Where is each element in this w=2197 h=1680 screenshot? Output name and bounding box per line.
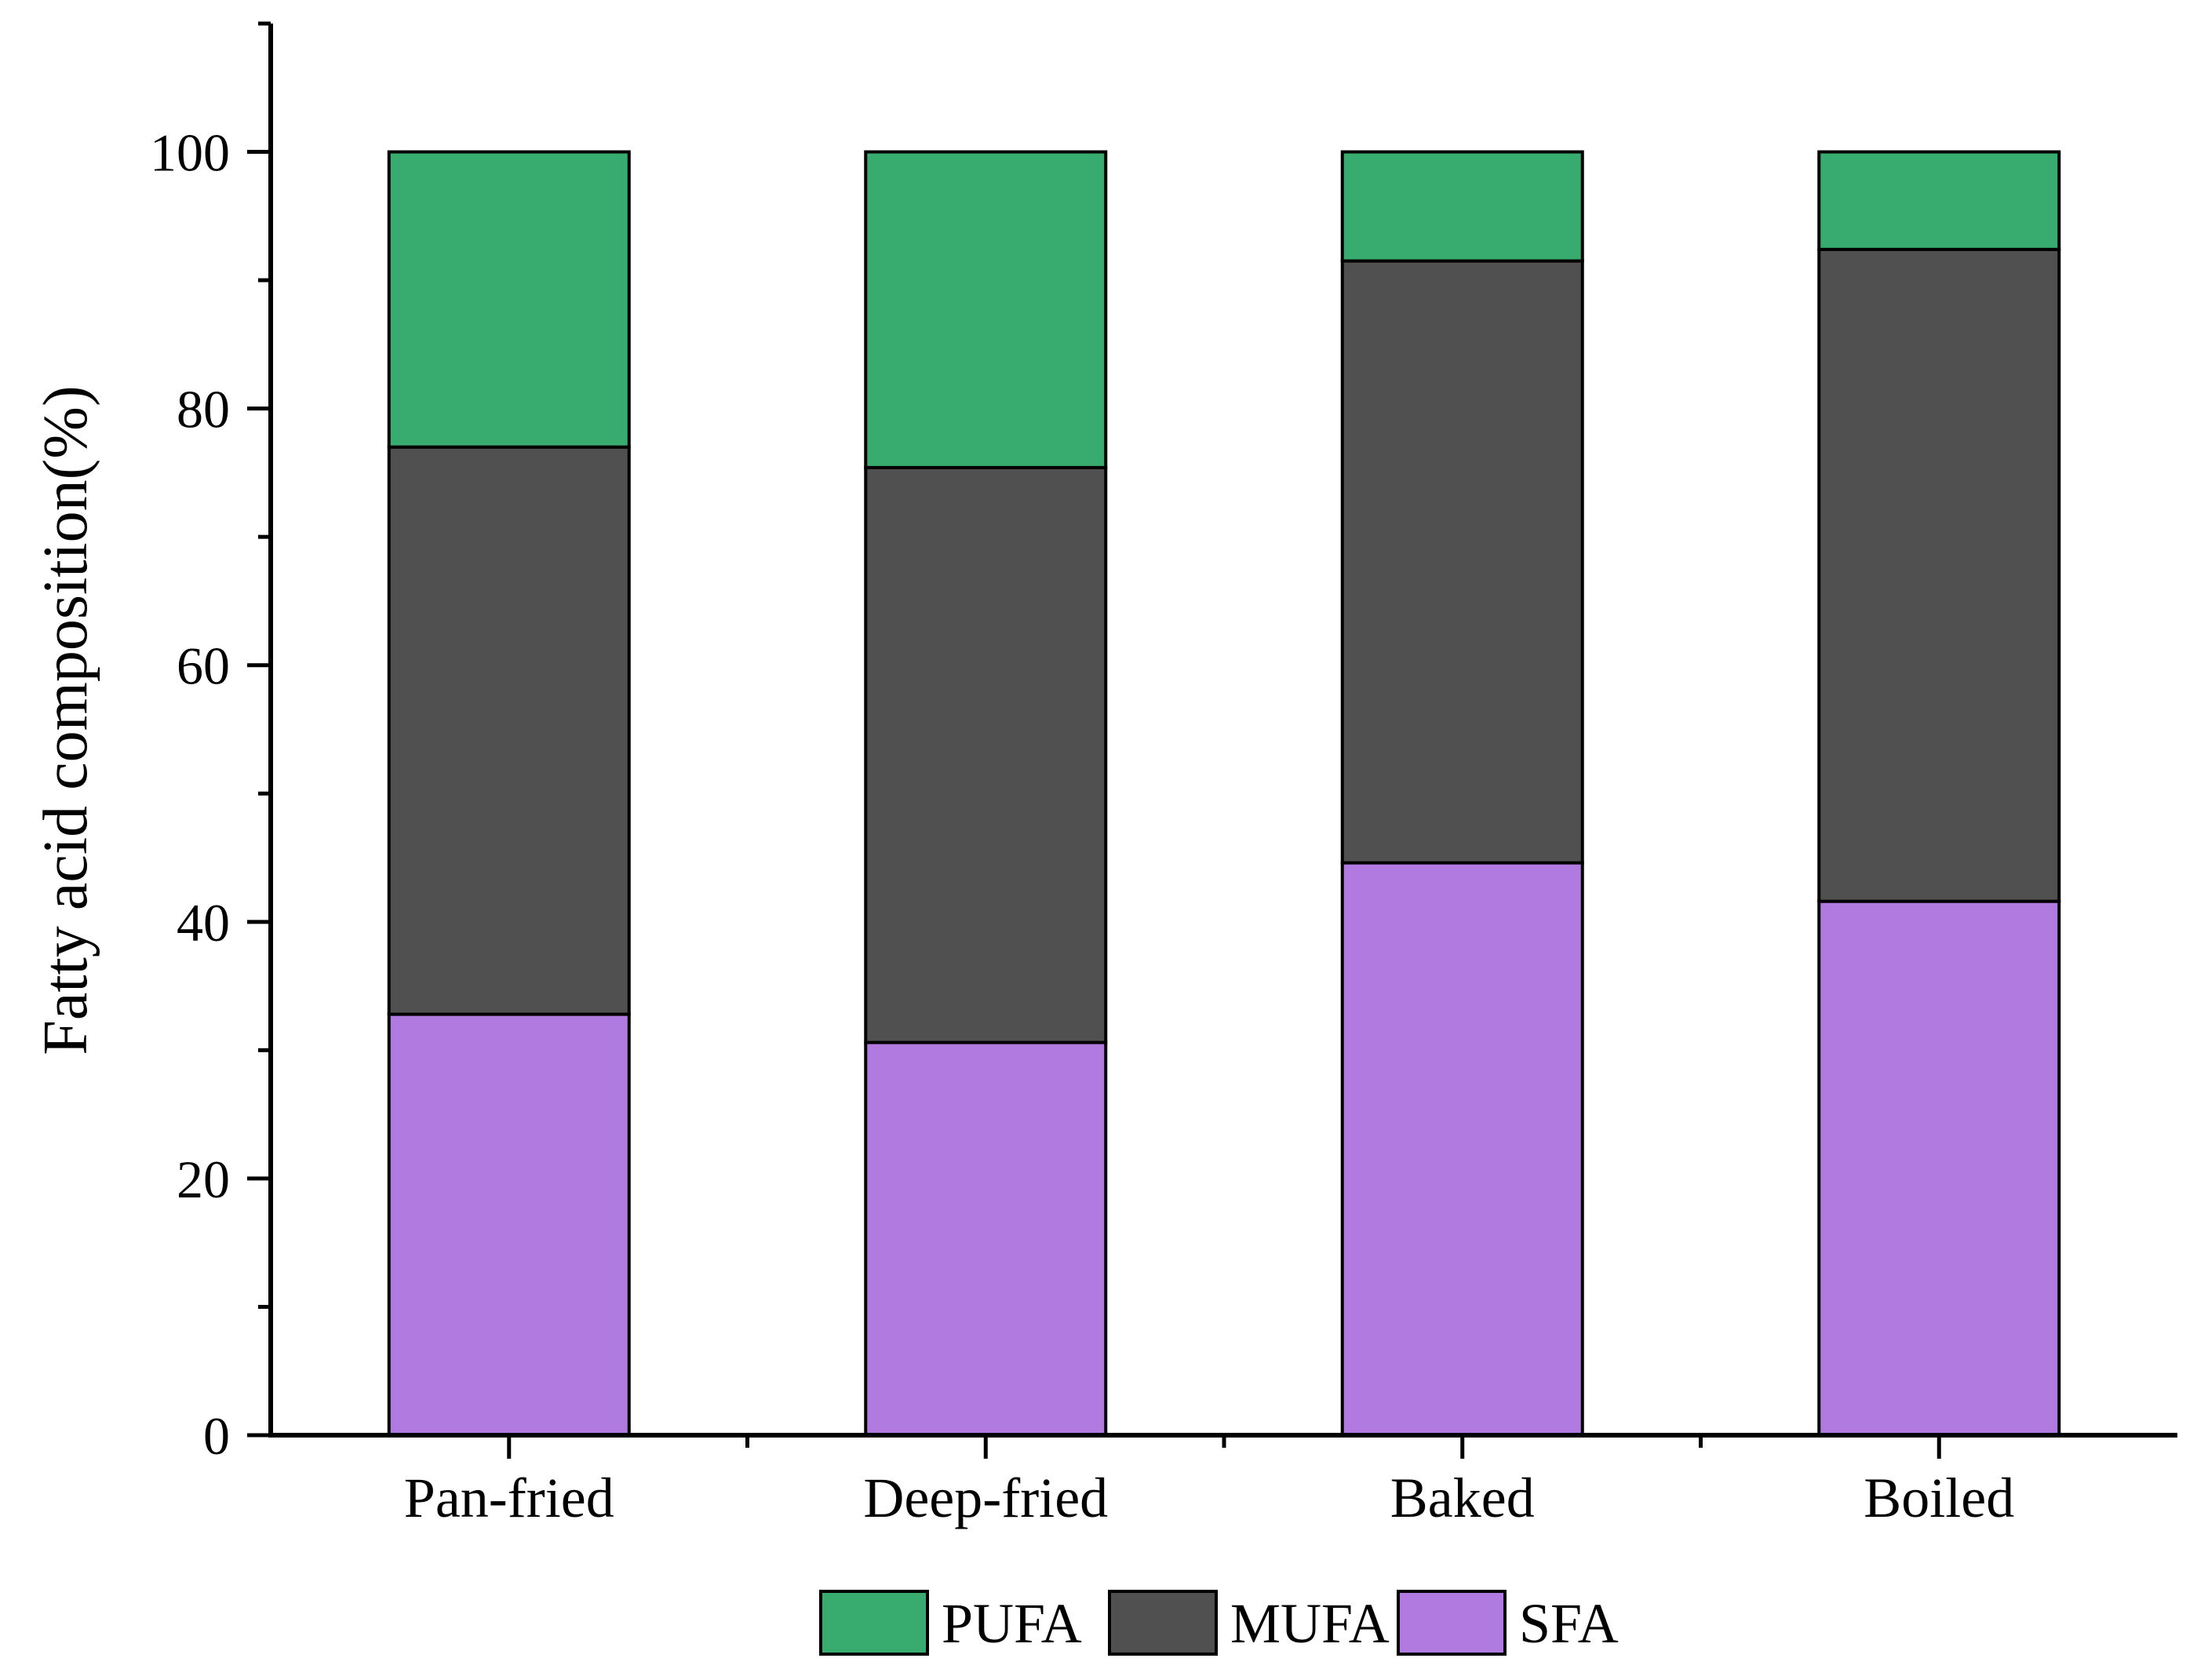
y-tick-label-100: 100 (150, 123, 230, 183)
ticks-layer (247, 21, 1941, 1459)
bar-baked-mufa (1340, 259, 1584, 865)
y-tick-label-60: 60 (177, 636, 230, 696)
y-tick-label-20: 20 (177, 1150, 230, 1209)
bar-boiled-pufa (1817, 150, 2061, 251)
bar-deep-fried-sfa (864, 1040, 1108, 1437)
legend-label-mufa: MUFA (1230, 1592, 1390, 1655)
bar-boiled-mufa (1817, 247, 2061, 903)
legend-swatch-sfa (1397, 1590, 1507, 1656)
bar-pan-fried-pufa (387, 150, 631, 449)
bar-baked-sfa (1340, 861, 1584, 1437)
bar-boiled-sfa (1817, 899, 2061, 1437)
x-tick-label-deep-fried: Deep-fried (863, 1467, 1108, 1529)
y-tick-label-40: 40 (177, 893, 230, 953)
x-tick-label-baked: Baked (1390, 1467, 1535, 1529)
labels-layer: Pan-fried Deep-fried Baked Boiled 0 20 40 60 80 1… (150, 123, 2014, 1529)
bar-pan-fried-sfa (387, 1012, 631, 1437)
legend-item-mufa: MUFA (1108, 1590, 1390, 1656)
bar-pan-fried-mufa (387, 445, 631, 1016)
x-tick-label-pan-fried: Pan-fried (404, 1467, 614, 1529)
bar-deep-fried-pufa (864, 150, 1108, 469)
y-tick-label-80: 80 (177, 380, 230, 439)
legend-label-pufa: PUFA (942, 1592, 1082, 1655)
legend-label-sfa: SFA (1519, 1592, 1619, 1655)
y-axis-title: Fatty acid composition(%) (31, 385, 100, 1055)
bar-baked-pufa (1340, 150, 1584, 263)
legend-item-sfa: SFA (1397, 1590, 1619, 1656)
bar-deep-fried-mufa (864, 465, 1108, 1044)
x-tick-label-boiled: Boiled (1864, 1467, 2014, 1529)
legend-swatch-mufa (1108, 1590, 1218, 1656)
y-tick-label-0: 0 (203, 1406, 230, 1466)
legend: PUFA MUFA SFA (819, 1590, 1619, 1656)
bars-layer (387, 150, 2061, 1437)
legend-swatch-pufa (819, 1590, 929, 1656)
legend-item-pufa: PUFA (819, 1590, 1082, 1656)
